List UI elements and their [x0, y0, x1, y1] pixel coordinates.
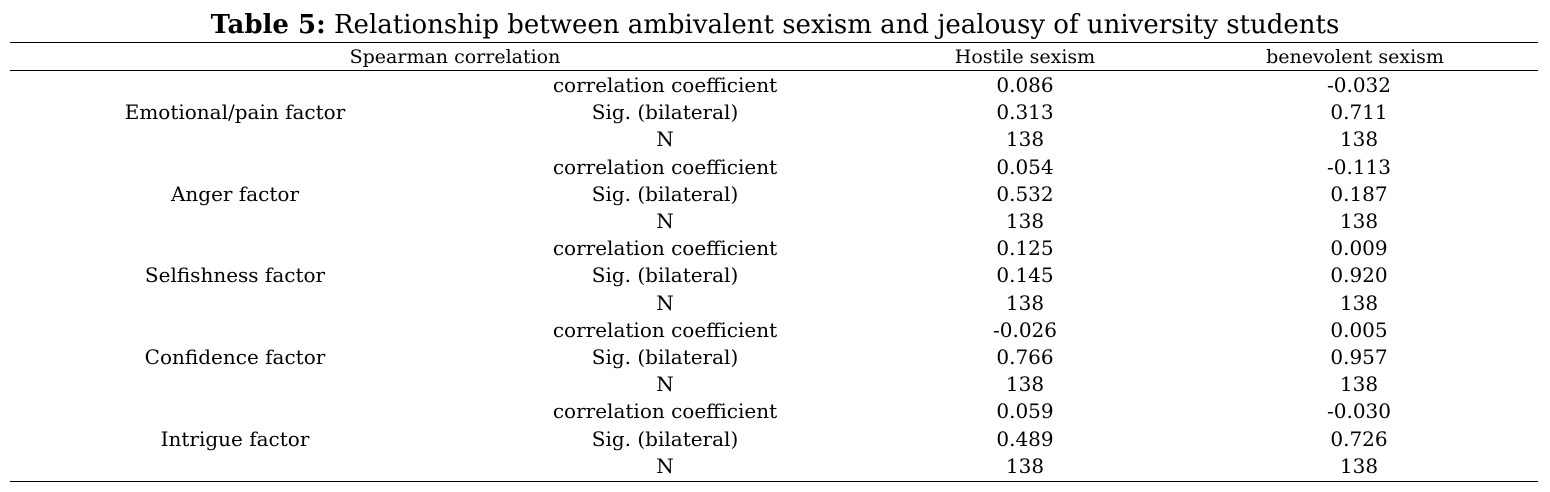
table-header: Spearman correlation Hostile sexism bene… [10, 44, 1538, 70]
hostile-value: -0.026 [992, 317, 1057, 342]
table-row: Sig. (bilateral) 0.532 0.187 [10, 181, 1538, 208]
factor-label: Confidence factor [144, 344, 326, 369]
stat-label: Sig. (bilateral) [591, 426, 739, 451]
stat-label: N [656, 127, 674, 152]
stat-label: Sig. (bilateral) [591, 100, 739, 125]
hostile-value: 138 [1005, 209, 1045, 234]
benevolent-value: 0.187 [1330, 181, 1388, 206]
table-row: Sig. (bilateral) 0.145 0.920 [10, 262, 1538, 289]
hostile-value: 138 [1005, 127, 1045, 152]
bottom-rule [10, 481, 1538, 482]
factor-label: Anger factor [170, 181, 300, 206]
table-row: Selfishness factor correlation coefficie… [10, 235, 1538, 287]
table-row: N 138 138 [10, 371, 1538, 398]
hostile-value: 0.532 [996, 181, 1054, 206]
benevolent-value: 0.005 [1330, 317, 1388, 342]
benevolent-value: 138 [1339, 290, 1379, 315]
benevolent-value: -0.032 [1326, 73, 1391, 98]
table-row: N 138 138 [10, 208, 1538, 235]
stat-label: N [656, 453, 674, 478]
correlation-table: Emotional/pain factor correlation coeffi… [10, 72, 1538, 480]
benevolent-value: -0.030 [1326, 399, 1391, 424]
table-row: Confidence factor correlation coefficien… [10, 317, 1538, 369]
table-row: Intrigue factor correlation coefficient … [10, 398, 1538, 450]
hostile-value: 138 [1005, 290, 1045, 315]
table-row: Sig. (bilateral) 0.489 0.726 [10, 425, 1538, 452]
stat-label: correlation coefficient [552, 236, 778, 261]
table-number: Table 5: [210, 10, 326, 40]
stat-label: correlation coefficient [552, 317, 778, 342]
stat-label: N [656, 290, 674, 315]
hostile-value: 138 [1005, 453, 1045, 478]
benevolent-value: 0.009 [1330, 236, 1388, 261]
stat-label: correlation coefficient [552, 154, 778, 179]
benevolent-value: 0.957 [1330, 344, 1388, 369]
header-hostile-sexism: Hostile sexism [954, 46, 1096, 68]
table-row: Sig. (bilateral) 0.766 0.957 [10, 344, 1538, 371]
benevolent-value: 0.726 [1330, 426, 1388, 451]
table-row: Emotional/pain factor correlation coeffi… [10, 72, 1538, 124]
stat-label: N [656, 372, 674, 397]
hostile-value: 138 [1005, 372, 1045, 397]
table-title: Relationship between ambivalent sexism a… [325, 10, 1340, 40]
stat-label: Sig. (bilateral) [591, 181, 739, 206]
header-rule [10, 70, 1538, 71]
benevolent-value: 138 [1339, 453, 1379, 478]
hostile-value: 0.086 [996, 73, 1054, 98]
hostile-value: 0.054 [996, 154, 1054, 179]
benevolent-value: 138 [1339, 127, 1379, 152]
table-row: N 138 138 [10, 290, 1538, 317]
table-caption: Table 5: Relationship between ambivalent… [0, 8, 1550, 42]
hostile-value: 0.313 [996, 100, 1054, 125]
stat-label: correlation coefficient [552, 399, 778, 424]
stat-label: Sig. (bilateral) [591, 344, 739, 369]
stat-label: Sig. (bilateral) [591, 263, 739, 288]
factor-label: Emotional/pain factor [124, 100, 346, 125]
benevolent-value: 0.920 [1330, 263, 1388, 288]
hostile-value: 0.059 [996, 399, 1054, 424]
hostile-value: 0.766 [996, 344, 1054, 369]
benevolent-value: -0.113 [1326, 154, 1391, 179]
table-row: N 138 138 [10, 453, 1538, 480]
table-row: Sig. (bilateral) 0.313 0.711 [10, 99, 1538, 126]
hostile-value: 0.145 [996, 263, 1054, 288]
table-row: N 138 138 [10, 126, 1538, 153]
benevolent-value: 138 [1339, 372, 1379, 397]
top-rule [10, 42, 1538, 43]
stat-label: correlation coefficient [552, 73, 778, 98]
header-spearman: Spearman correlation [349, 46, 561, 68]
factor-label: Selfishness factor [144, 263, 326, 288]
table-row: Anger factor correlation coefficient 0.0… [10, 154, 1538, 206]
hostile-value: 0.489 [996, 426, 1054, 451]
stat-label: N [656, 209, 674, 234]
factor-label: Intrigue factor [160, 426, 310, 451]
header-benevolent-sexism: benevolent sexism [1266, 46, 1444, 68]
benevolent-value: 0.711 [1330, 100, 1388, 125]
benevolent-value: 138 [1339, 209, 1379, 234]
hostile-value: 0.125 [996, 236, 1054, 261]
